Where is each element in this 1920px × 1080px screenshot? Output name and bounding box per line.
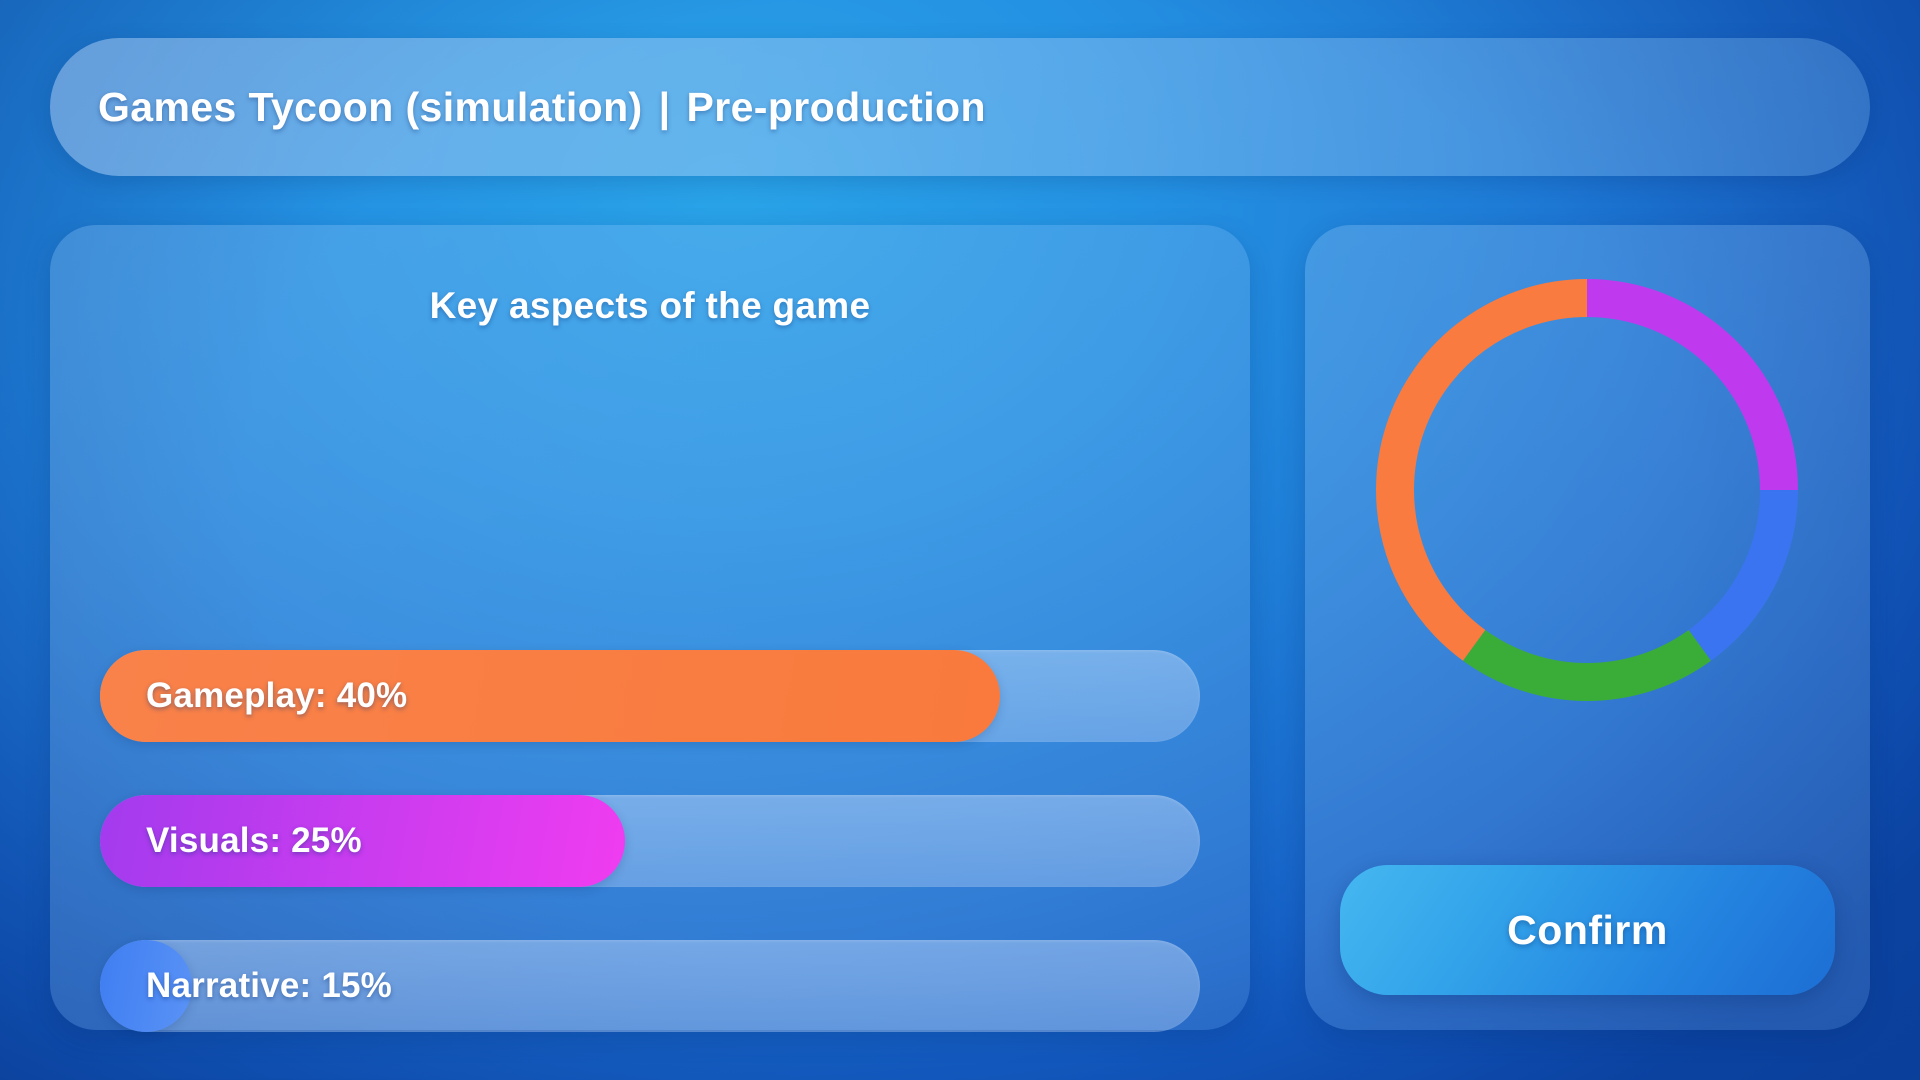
donut-segment-narrative[interactable] bbox=[1688, 489, 1798, 661]
aspect-bars-list: Gameplay: 40%Visuals: 25%Narrative: 15%P… bbox=[50, 225, 1250, 1032]
game-title-text: Games Tycoon (simulation) bbox=[98, 83, 643, 130]
donut-segment-gameplay[interactable] bbox=[1376, 279, 1588, 661]
aspect-bar-narrative[interactable]: Narrative: 15% bbox=[100, 940, 1200, 1032]
aspects-panel: Key aspects of the game Gameplay: 40% Vis… bbox=[50, 225, 1250, 1032]
phase-text: Pre-production bbox=[686, 83, 986, 130]
donut-chart-container bbox=[1305, 225, 1870, 1030]
aspects-panel-title: Key aspects of the game bbox=[429, 285, 871, 326]
header-bar: Games Tycoon (simulation) | Pre-production bbox=[50, 38, 1870, 176]
donut-segment-polish[interactable] bbox=[1462, 629, 1712, 701]
aspect-bar-fill-gameplay bbox=[100, 650, 1000, 742]
aspect-bar-label-visuals: Visuals: 25% bbox=[146, 821, 362, 860]
confirm-button-label: Confirm bbox=[1507, 906, 1668, 953]
aspect-bar-fill-visuals bbox=[100, 795, 625, 887]
title-separator: | bbox=[658, 83, 671, 130]
aspect-bar-label-narrative: Narrative: 15% bbox=[146, 966, 392, 1005]
page-title: Games Tycoon (simulation) | Pre-production bbox=[98, 84, 986, 131]
donut-segment-visuals[interactable] bbox=[1586, 279, 1798, 491]
aspect-bar-visuals[interactable]: Visuals: 25% bbox=[100, 795, 1200, 887]
confirm-button[interactable]: Confirm bbox=[1340, 865, 1835, 995]
aspect-bar-fill-narrative bbox=[100, 940, 192, 1032]
aspects-donut-chart bbox=[1376, 279, 1798, 701]
aspect-bar-label-gameplay: Gameplay: 40% bbox=[146, 676, 408, 715]
summary-panel: Confirm bbox=[1305, 225, 1870, 1030]
aspect-bar-gameplay[interactable]: Gameplay: 40% bbox=[100, 650, 1200, 742]
aspect-bar-track-narrative bbox=[100, 940, 1200, 1032]
